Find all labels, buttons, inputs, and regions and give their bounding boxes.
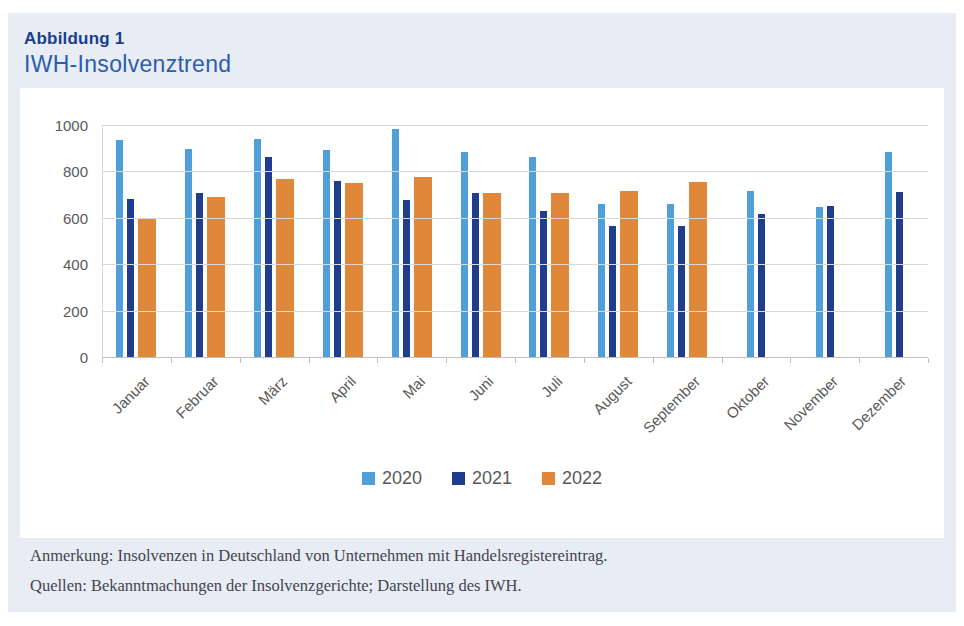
legend-swatch-2022: [542, 472, 555, 485]
legend: 2020 2021 2022: [20, 468, 944, 489]
x-label-märz: März: [254, 372, 290, 408]
bar-group-april: [308, 126, 377, 358]
legend-label-2020: 2020: [382, 468, 422, 489]
note-sources: Quellen: Bekanntmachungen der Insolvenzg…: [30, 571, 936, 601]
x-label-cell: August: [584, 358, 653, 460]
figure-title: IWH-Insolvenztrend: [24, 51, 956, 78]
x-label-cell: Februar: [171, 358, 240, 460]
gridline-200: 200: [102, 311, 928, 312]
x-label-cell: Oktober: [721, 358, 790, 460]
x-label-oktober: Oktober: [722, 372, 772, 422]
bar-2020-mai: [392, 129, 399, 358]
bar-group-juli: [515, 126, 584, 358]
bar-2022-märz: [276, 179, 294, 358]
bar-2021-november: [827, 206, 834, 358]
x-label-cell: November: [790, 358, 859, 460]
y-tick-label: 400: [30, 256, 88, 273]
bar-group-dezember: [859, 126, 928, 358]
chart-card: 0 200 400 600 800 1000 Januar Februar März April…: [20, 88, 944, 538]
bar-2020-august: [598, 204, 605, 358]
y-tick-label: 600: [30, 209, 88, 226]
bar-2020-april: [323, 150, 330, 358]
legend-swatch-2021: [452, 472, 465, 485]
x-label-cell: März: [240, 358, 309, 460]
bar-group-september: [653, 126, 722, 358]
bar-2022-mai: [414, 177, 432, 358]
legend-label-2021: 2021: [472, 468, 512, 489]
bar-2022-januar: [138, 219, 156, 358]
note-annotation: Anmerkung: Insolvenzen in Deutschland vo…: [30, 541, 936, 571]
x-label-cell: September: [653, 358, 722, 460]
gridline-400: 400: [102, 264, 928, 265]
x-axis-tick: [928, 358, 929, 363]
bar-2022-august: [620, 191, 638, 358]
bar-group-november: [790, 126, 859, 358]
bar-2021-januar: [127, 199, 134, 358]
bar-2021-august: [609, 226, 616, 358]
x-label-cell: Juli: [515, 358, 584, 460]
bar-2020-januar: [116, 140, 123, 358]
bars-container: [102, 126, 928, 358]
x-label-cell: April: [308, 358, 377, 460]
x-label-juli: Juli: [537, 372, 565, 400]
bar-2020-oktober: [747, 191, 754, 358]
bar-2020-november: [816, 207, 823, 358]
legend-item-2022: 2022: [542, 468, 602, 489]
bar-2021-juli: [540, 211, 547, 358]
bar-group-oktober: [721, 126, 790, 358]
bar-2020-februar: [185, 149, 192, 358]
x-label-cell: Dezember: [859, 358, 928, 460]
x-label-januar: Januar: [108, 372, 152, 416]
bar-2022-september: [689, 182, 707, 358]
bar-2021-oktober: [758, 214, 765, 358]
gridline-1000: 1000: [102, 125, 928, 126]
bar-2022-april: [345, 183, 363, 358]
x-label-cell: Mai: [377, 358, 446, 460]
legend-swatch-2020: [362, 472, 375, 485]
bar-group-januar: [102, 126, 171, 358]
x-label-mai: Mai: [399, 372, 428, 401]
bar-2020-juni: [461, 152, 468, 358]
x-label-cell: Januar: [102, 358, 171, 460]
bar-2021-april: [334, 181, 341, 358]
gridline-600: 600: [102, 218, 928, 219]
y-tick-label: 0: [30, 349, 88, 366]
plot-area: 02004006008001000: [102, 126, 928, 358]
figure-number-label: Abbildung 1: [24, 29, 956, 49]
bar-group-august: [584, 126, 653, 358]
legend-item-2021: 2021: [452, 468, 512, 489]
bar-2020-juli: [529, 157, 536, 358]
x-axis-labels: Januar Februar März April Mai Juni Juli August S…: [102, 358, 928, 460]
figure-notes: Anmerkung: Insolvenzen in Deutschland vo…: [30, 541, 936, 601]
bar-group-juni: [446, 126, 515, 358]
bar-group-februar: [171, 126, 240, 358]
gridline-800: 800: [102, 171, 928, 172]
y-tick-label: 1000: [30, 117, 88, 134]
bar-2021-september: [678, 226, 685, 358]
figure-header: Abbildung 1 IWH-Insolvenztrend: [8, 13, 956, 78]
x-label-februar: Februar: [172, 372, 221, 421]
bar-group-märz: [240, 126, 309, 358]
bar-group-mai: [377, 126, 446, 358]
bar-2021-märz: [265, 157, 272, 358]
x-label-cell: Juni: [446, 358, 515, 460]
bar-2020-dezember: [885, 152, 892, 358]
x-label-juni: Juni: [465, 372, 496, 403]
figure-panel: Abbildung 1 IWH-Insolvenztrend 0 200 400 60…: [8, 13, 956, 612]
x-label-april: April: [326, 372, 359, 405]
legend-item-2020: 2020: [362, 468, 422, 489]
bar-2022-februar: [207, 197, 225, 358]
bar-2021-mai: [403, 200, 410, 358]
y-tick-label: 200: [30, 302, 88, 319]
legend-label-2022: 2022: [562, 468, 602, 489]
y-tick-label: 800: [30, 163, 88, 180]
bar-2020-september: [667, 204, 674, 358]
x-label-august: August: [589, 372, 634, 417]
